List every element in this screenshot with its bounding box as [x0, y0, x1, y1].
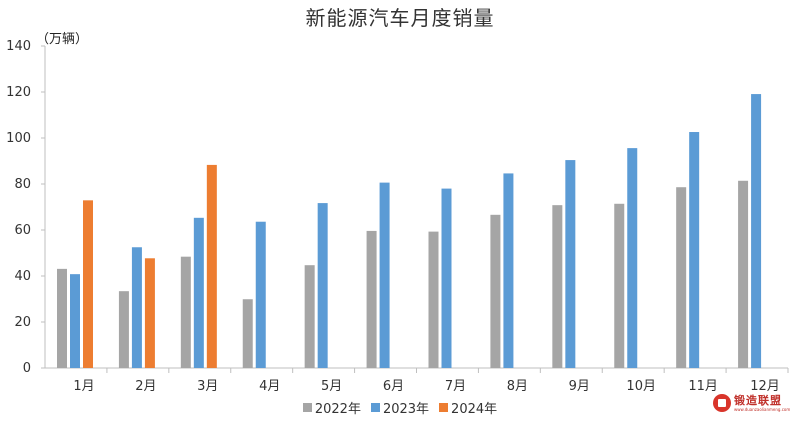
legend-label: 2024年 — [451, 402, 498, 417]
bar-1-2 — [118, 291, 129, 368]
legend-swatch — [439, 403, 449, 412]
y-tick-label: 20 — [14, 315, 31, 330]
bar-1-7 — [428, 231, 439, 368]
bar-1-3 — [180, 256, 191, 368]
bar-1-11 — [676, 187, 687, 368]
bar-2-3 — [193, 217, 204, 368]
x-tick-label: 1月 — [73, 379, 94, 394]
x-tick-label: 9月 — [569, 379, 590, 394]
bar-2-6 — [379, 182, 390, 368]
bar-2-11 — [689, 132, 700, 368]
chart-title: 新能源汽车月度销量 — [305, 6, 495, 30]
bar-2-9 — [565, 160, 576, 368]
legend-item-1: 2022年 — [302, 398, 361, 417]
watermark-url: www.duanzaolianmeng.com — [734, 406, 791, 412]
bar-3-3 — [206, 164, 217, 368]
bar-3-1 — [83, 200, 93, 368]
bar-1-4 — [242, 299, 253, 368]
legend-item-3: 2024年 — [439, 398, 497, 417]
bar-2-12 — [751, 94, 762, 368]
bar-2-7 — [441, 188, 452, 368]
legend-label: 2022年 — [314, 402, 361, 417]
x-tick-label: 11月 — [688, 379, 718, 394]
watermark-name: 锻造联盟 — [734, 393, 782, 407]
x-tick-label: 6月 — [383, 379, 404, 394]
x-tick-label: 12月 — [750, 379, 780, 394]
bar-2-1 — [70, 274, 80, 368]
watermark: 锻造联盟 www.duanzaolianmeng.com — [713, 390, 797, 416]
x-tick-label: 10月 — [626, 379, 656, 394]
x-tick-label: 5月 — [321, 379, 342, 394]
y-tick-label: 0 — [23, 361, 31, 376]
bar-1-12 — [738, 180, 749, 368]
y-tick-label: 100 — [6, 131, 31, 146]
bar-1-8 — [490, 214, 501, 368]
y-axis-unit-label: （万辆） — [36, 32, 89, 47]
bar-1-10 — [614, 203, 625, 368]
legend-swatch — [370, 403, 380, 412]
x-tick-label: 3月 — [197, 379, 218, 394]
bar-1-5 — [304, 265, 315, 368]
bar-2-4 — [255, 221, 266, 368]
y-tick-label: 80 — [14, 177, 31, 192]
legend-label: 2023年 — [382, 402, 430, 417]
bar-2-2 — [131, 247, 142, 368]
legend-item-2: 2023年 — [370, 398, 430, 417]
watermark-logo-icon — [713, 394, 731, 412]
watermark-text: 锻造联盟 www.duanzaolianmeng.com — [734, 395, 790, 412]
bar-1-9 — [552, 205, 563, 368]
x-tick-label: 7月 — [445, 379, 466, 394]
y-tick-label: 140 — [6, 39, 31, 54]
y-tick-label: 60 — [14, 223, 31, 238]
bar-1-6 — [366, 230, 377, 368]
bar-3-2 — [144, 258, 155, 368]
x-tick-label: 4月 — [259, 379, 280, 394]
bar-2-5 — [317, 203, 328, 368]
bar-1-1 — [57, 268, 67, 368]
bar-2-8 — [503, 173, 514, 368]
chart-legend: 2022年 2023年 2024年 — [0, 398, 800, 417]
legend-swatch — [302, 403, 312, 412]
y-tick-label: 120 — [6, 85, 31, 100]
bar-2-10 — [627, 148, 638, 368]
y-tick-label: 40 — [14, 269, 31, 284]
x-tick-label: 8月 — [507, 379, 528, 394]
x-tick-label: 2月 — [135, 379, 156, 394]
